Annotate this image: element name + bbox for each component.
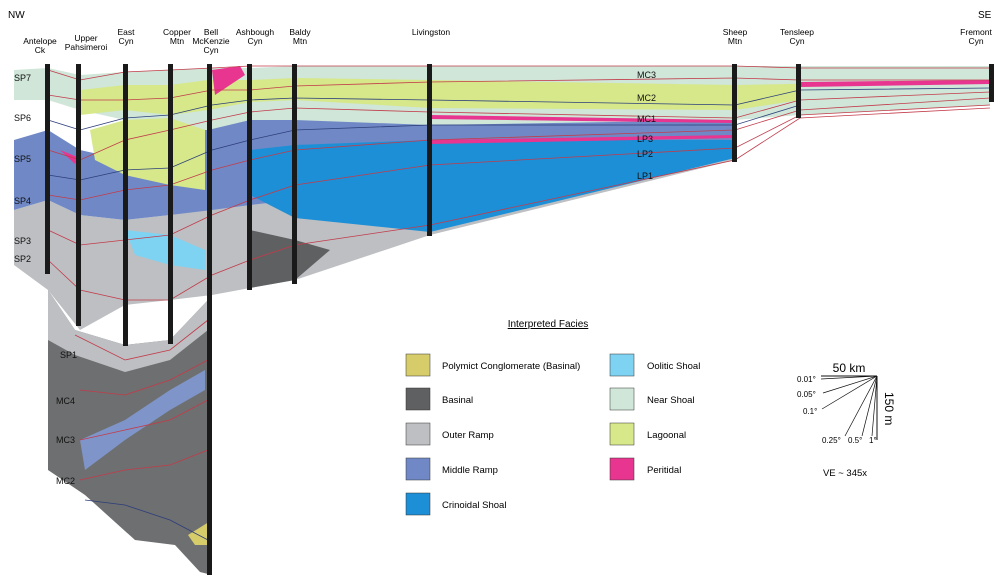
section-label-copper-mtn: Copper Mtn bbox=[163, 27, 191, 46]
outer-ramp-lower-fill bbox=[48, 290, 208, 372]
slope-angle-label: 1° bbox=[869, 436, 877, 445]
middle-ramp-lower-fill bbox=[80, 370, 205, 470]
oolitic-fill bbox=[125, 230, 205, 270]
legend-label: Peritidal bbox=[647, 465, 681, 476]
section-label-tensleep-cyn: Tensleep Cyn bbox=[780, 27, 814, 46]
sequence-label: SP4 bbox=[14, 196, 31, 206]
peritidal-streak-1 bbox=[212, 66, 245, 95]
near-shoal-se-fill bbox=[800, 68, 990, 105]
direction-se: SE bbox=[978, 10, 992, 21]
legend-swatch bbox=[405, 387, 431, 411]
sequence-labels-lower: SP1 MC4 MC3 MC2 bbox=[56, 350, 77, 486]
legend-label: Near Shoal bbox=[647, 395, 695, 406]
sequence-label: LP1 bbox=[637, 171, 653, 181]
section-label-upper-pahsimeroi: Upper Pahsimeroi bbox=[65, 33, 108, 52]
section-column-bell-mckenzie bbox=[207, 64, 212, 575]
sequence-label: SP3 bbox=[14, 236, 31, 246]
section-label-fremont-cyn: Fremont Cyn bbox=[960, 27, 992, 46]
sequence-label: LP2 bbox=[637, 149, 653, 159]
section-column-baldy-mtn bbox=[292, 64, 297, 284]
section-labels: Antelope Ck Upper Pahsimeroi East Cyn Coppe… bbox=[23, 27, 992, 55]
sequence-label: LP3 bbox=[637, 134, 653, 144]
section-column-east-cyn bbox=[123, 64, 128, 346]
section-column-fremont-cyn bbox=[989, 64, 994, 102]
sequence-label: MC4 bbox=[56, 396, 75, 406]
sequence-label: SP5 bbox=[14, 154, 31, 164]
legend-label: Basinal bbox=[442, 395, 473, 406]
sequence-label: MC2 bbox=[56, 476, 75, 486]
section-label-bell-mckenzie: Bell McKenzie Cyn bbox=[192, 27, 230, 55]
vertical-exaggeration: VE ~ 345x bbox=[823, 468, 867, 479]
slope-angle-label: 0.5° bbox=[848, 436, 862, 445]
section-column-antelope-ck bbox=[45, 64, 50, 274]
sequence-label: MC2 bbox=[637, 93, 656, 103]
section-label-east-cyn: East Cyn bbox=[117, 27, 135, 46]
section-columns bbox=[45, 64, 994, 575]
legend-title: Interpreted Facies bbox=[508, 319, 589, 330]
legend-swatch bbox=[609, 387, 635, 411]
slope-line bbox=[821, 375, 878, 410]
legend-swatch bbox=[405, 492, 431, 516]
section-label-ashbough-cyn: Ashbough Cyn bbox=[236, 27, 275, 46]
legend-label: Middle Ramp bbox=[442, 465, 498, 476]
legend-label: Crinoidal Shoal bbox=[442, 500, 506, 511]
section-label-antelope-ck: Antelope Ck bbox=[23, 36, 57, 55]
facies-body bbox=[14, 66, 990, 575]
slope-angle-label: 0.25° bbox=[822, 436, 841, 445]
direction-nw: NW bbox=[8, 10, 25, 21]
sequence-label: SP6 bbox=[14, 113, 31, 123]
section-column-sheep-mtn bbox=[732, 64, 737, 162]
slope-angle-label: 0.01° bbox=[797, 375, 816, 384]
section-column-ashbough-cyn bbox=[247, 64, 252, 290]
lagoonal-main-fill bbox=[80, 78, 990, 115]
legend-swatch bbox=[609, 353, 635, 377]
slope-line bbox=[844, 375, 878, 437]
sequence-label: SP1 bbox=[60, 350, 77, 360]
peritidal-streak-2 bbox=[430, 115, 735, 123]
sequence-label: MC3 bbox=[637, 70, 656, 80]
legend-label: Outer Ramp bbox=[442, 430, 494, 441]
slope-line bbox=[820, 375, 878, 380]
sequence-labels-right: MC3 MC2 MC1 LP3 LP2 LP1 bbox=[637, 70, 656, 181]
scale-vertical-label: 150 m bbox=[882, 392, 896, 425]
legend-label: Lagoonal bbox=[647, 430, 686, 441]
slope-line bbox=[871, 375, 878, 437]
crinoidal-main-fill bbox=[250, 140, 735, 232]
sequence-label: SP2 bbox=[14, 254, 31, 264]
legend-swatch bbox=[405, 353, 431, 377]
lagoonal-left-fill bbox=[90, 118, 205, 190]
slope-line bbox=[861, 375, 878, 437]
slope-line bbox=[822, 375, 878, 394]
sequence-label: SP7 bbox=[14, 73, 31, 83]
facies-legend: Interpreted Facies Polymict Conglomerate… bbox=[405, 319, 700, 516]
section-label-livingston: Livingston bbox=[412, 27, 451, 37]
peritidal-streak-3 bbox=[430, 135, 735, 144]
section-label-baldy-mtn: Baldy Mtn bbox=[289, 27, 311, 46]
legend-label: Polymict Conglomerate (Basinal) bbox=[442, 361, 580, 372]
scale-diagram: 50 km 150 m 0.01° 0.05° 0.1° 0.25° 0.5° … bbox=[797, 361, 896, 479]
sequence-label: MC1 bbox=[637, 114, 656, 124]
section-column-livingston bbox=[427, 64, 432, 236]
section-column-upper-pahsimeroi bbox=[76, 64, 81, 326]
peritidal-streak-4 bbox=[800, 80, 990, 87]
slope-angle-label: 0.05° bbox=[797, 390, 816, 399]
legend-swatch bbox=[609, 457, 635, 481]
legend-swatch bbox=[405, 422, 431, 446]
legend-swatch bbox=[609, 422, 635, 446]
scale-horizontal-label: 50 km bbox=[833, 361, 866, 375]
legend-swatch bbox=[405, 457, 431, 481]
section-label-sheep-mtn: Sheep Mtn bbox=[723, 27, 748, 46]
sequence-labels-left: SP7 SP6 SP5 SP4 SP3 SP2 bbox=[14, 73, 31, 264]
slope-angle-label: 0.1° bbox=[803, 407, 817, 416]
basinal-mid-fill bbox=[250, 230, 330, 288]
section-column-copper-mtn bbox=[168, 64, 173, 344]
section-column-tensleep-cyn bbox=[796, 64, 801, 118]
slope-fan bbox=[820, 375, 878, 437]
sequence-label: MC3 bbox=[56, 435, 75, 445]
legend-label: Oolitic Shoal bbox=[647, 361, 700, 372]
